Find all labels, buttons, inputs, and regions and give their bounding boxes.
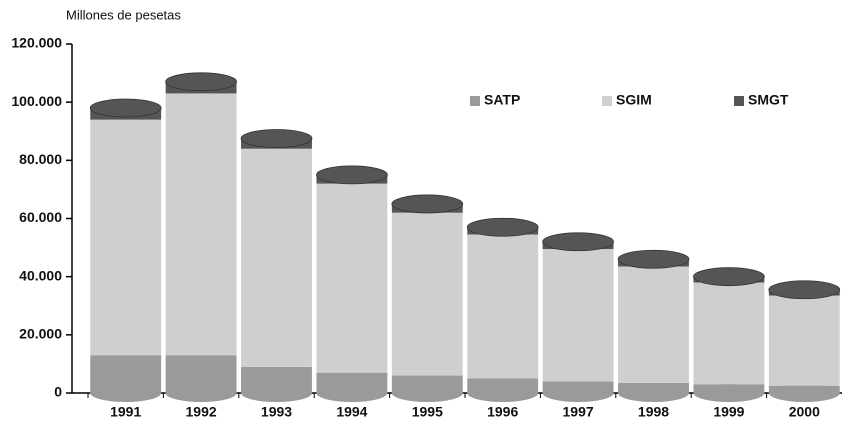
x-tick-label: 1991 bbox=[110, 404, 141, 420]
cylinder-segment bbox=[165, 355, 237, 393]
cylinder-top bbox=[617, 249, 690, 269]
cylinder-segment bbox=[467, 234, 539, 379]
cylinder-segment bbox=[542, 249, 614, 382]
x-tick-label: 1998 bbox=[638, 404, 669, 420]
cylinder-top bbox=[165, 72, 237, 92]
legend-swatch bbox=[470, 96, 480, 106]
legend-label: SGIM bbox=[616, 92, 652, 108]
cylinder-segment bbox=[241, 148, 312, 367]
cylinder-segment bbox=[768, 295, 840, 386]
cylinder-segment bbox=[693, 282, 765, 385]
cylinder-segment bbox=[467, 378, 539, 393]
y-tick-label: 120.000 bbox=[11, 35, 62, 51]
y-tick-label: 60.000 bbox=[19, 209, 62, 225]
x-tick-label: 2000 bbox=[789, 404, 820, 420]
cylinder-top bbox=[542, 232, 614, 252]
x-tick-label: 1997 bbox=[563, 404, 594, 420]
cylinder-top bbox=[391, 194, 464, 214]
y-tick-label: 100.000 bbox=[11, 93, 62, 109]
cylinder-top bbox=[768, 280, 841, 300]
x-tick-label: 1992 bbox=[186, 404, 217, 420]
x-tick-label: 1996 bbox=[487, 404, 518, 420]
y-tick-label: 80.000 bbox=[19, 151, 62, 167]
cylinder-segment bbox=[241, 366, 312, 393]
cylinder-top bbox=[316, 165, 388, 185]
cylinder-top bbox=[89, 98, 162, 118]
cylinder-top bbox=[693, 267, 765, 287]
x-tick-label: 1993 bbox=[261, 404, 292, 420]
y-tick-label: 0 bbox=[54, 384, 62, 400]
legend-label: SATP bbox=[484, 92, 520, 108]
legend-swatch bbox=[734, 96, 744, 106]
cylinder-segment bbox=[165, 93, 237, 356]
x-tick-label: 1995 bbox=[412, 404, 443, 420]
y-tick-label: 20.000 bbox=[19, 326, 62, 342]
cylinder-segment bbox=[90, 355, 162, 393]
cylinder-segment bbox=[391, 375, 463, 393]
legend-swatch bbox=[602, 96, 612, 106]
x-tick-label: 1994 bbox=[336, 404, 367, 420]
cylinder-segment bbox=[316, 183, 388, 373]
cylinder-segment bbox=[693, 384, 765, 393]
y-axis-title: Millones de pesetas bbox=[66, 7, 181, 22]
legend-label: SMGT bbox=[748, 92, 789, 108]
cylinder-segment bbox=[618, 382, 689, 393]
cylinder-top bbox=[466, 217, 539, 237]
cylinder-segment bbox=[90, 119, 162, 356]
cylinder-segment bbox=[768, 385, 840, 393]
cylinder-segment bbox=[618, 266, 689, 383]
y-tick-label: 40.000 bbox=[19, 267, 62, 283]
cylinder-segment bbox=[316, 372, 388, 393]
cylinder-segment bbox=[542, 381, 614, 393]
x-tick-label: 1999 bbox=[713, 404, 744, 420]
cylinder-top bbox=[240, 129, 313, 148]
cylinder-segment bbox=[391, 212, 463, 376]
